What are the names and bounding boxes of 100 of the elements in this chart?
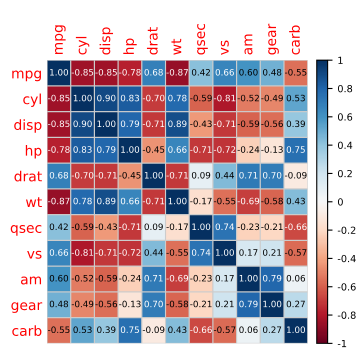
- data-label: 0.83: [73, 146, 92, 153]
- data-label: -0.71: [119, 223, 141, 230]
- data-label: 1.00: [50, 68, 68, 76]
- data-label: -0.55: [48, 326, 70, 334]
- data-label: 1.00: [240, 274, 258, 282]
- data-label: 1.00: [121, 146, 140, 153]
- data-label: -0.17: [166, 223, 188, 230]
- data-label: -0.45: [142, 146, 164, 153]
- data-label: 0.09: [192, 172, 210, 179]
- x-tick-label: hp: [123, 38, 137, 54]
- y-tick-label: gear: [11, 302, 42, 313]
- data-label: 1.00: [287, 326, 306, 334]
- data-label: 1.00: [216, 249, 234, 256]
- data-label: -0.43: [95, 223, 117, 230]
- data-label: -0.72: [119, 249, 140, 256]
- y-tick-label: cyl: [23, 94, 41, 107]
- y-tick-label: disp: [14, 119, 42, 133]
- data-label: -0.85: [72, 68, 94, 76]
- data-label: 0.66: [50, 249, 68, 256]
- data-label: -0.69: [166, 274, 188, 282]
- data-label: 0.74: [216, 223, 234, 230]
- data-label: -0.49: [72, 300, 94, 308]
- data-label: -0.85: [48, 94, 70, 102]
- data-label: 0.44: [144, 249, 163, 256]
- data-label: -0.21: [190, 300, 212, 308]
- data-label: 0.66: [120, 198, 140, 204]
- data-label: 1.00: [98, 120, 116, 128]
- data-label: -0.71: [142, 198, 164, 204]
- data-label: -0.78: [48, 146, 70, 153]
- data-label: -0.85: [48, 120, 70, 128]
- x-tick-label: wt: [171, 38, 182, 55]
- data-label: 0.71: [144, 274, 163, 282]
- data-label: 1.00: [144, 172, 163, 179]
- data-label: 0.68: [50, 172, 68, 179]
- data-label: -0.66: [190, 326, 212, 334]
- x-tick-label: carb: [289, 25, 300, 55]
- data-label: 0.42: [50, 223, 68, 230]
- data-label: -0.69: [238, 198, 260, 204]
- data-label: 0.90: [97, 94, 116, 102]
- x-tick-label: drat: [146, 27, 158, 55]
- data-label: 0.60: [50, 274, 68, 282]
- data-label: 1.00: [74, 94, 92, 102]
- data-label: 0.42: [192, 68, 210, 76]
- data-label: -0.71: [214, 120, 236, 128]
- data-label: 0.66: [168, 146, 187, 153]
- x-tick-label: disp: [100, 27, 114, 55]
- data-label: 0.78: [168, 94, 187, 102]
- data-label: 0.17: [216, 274, 234, 282]
- data-label: 0.74: [192, 249, 210, 256]
- data-label: 0.79: [239, 300, 258, 308]
- data-label: 0.48: [262, 68, 282, 76]
- y-tick-label: drat: [14, 170, 42, 182]
- y-tick-label: qsec: [10, 225, 42, 236]
- data-label: -0.55: [284, 68, 306, 76]
- data-label: -0.85: [95, 68, 117, 76]
- x-tick-label: am: [244, 34, 252, 54]
- data-label: -0.45: [119, 172, 141, 179]
- data-label: 0.90: [73, 120, 92, 128]
- data-label: -0.24: [119, 274, 141, 282]
- data-label: -0.09: [284, 172, 307, 179]
- data-label: -0.59: [72, 223, 94, 230]
- data-label: 0.89: [168, 120, 187, 128]
- data-label: -0.59: [190, 94, 212, 102]
- data-label: -0.59: [238, 120, 260, 128]
- data-label: 0.27: [286, 300, 305, 308]
- x-tick-label: qsec: [197, 24, 208, 55]
- data-label: 0.79: [120, 120, 140, 128]
- data-label: -0.52: [238, 94, 259, 102]
- data-label: -0.23: [238, 223, 260, 230]
- data-label: -0.43: [190, 120, 212, 128]
- data-label: -0.78: [119, 68, 141, 76]
- data-label: -0.71: [142, 120, 164, 128]
- data-label: 0.53: [286, 94, 305, 102]
- data-label: 0.43: [286, 198, 305, 204]
- data-label: 0.44: [216, 172, 234, 179]
- data-label: 0.75: [120, 326, 139, 334]
- data-label: 0.27: [262, 326, 282, 334]
- data-label: 0.39: [286, 120, 305, 128]
- data-label: -0.13: [261, 146, 283, 153]
- color-bar-label: -1: [338, 340, 346, 348]
- color-bar-label: 0: [338, 198, 343, 206]
- y-tick-label: mpg: [12, 70, 41, 82]
- data-label: 1.00: [192, 223, 210, 230]
- x-tick-label: gear: [268, 24, 279, 55]
- data-label: 0.39: [97, 326, 116, 334]
- data-label: -0.52: [72, 274, 94, 282]
- data-label: -0.87: [48, 198, 70, 204]
- color-bar-label: 0.4: [338, 142, 352, 149]
- data-label: -0.57: [214, 326, 236, 334]
- data-label: 0.17: [239, 249, 258, 256]
- data-label: -0.56: [95, 300, 118, 308]
- data-label: 0.06: [286, 274, 306, 282]
- data-label: -0.55: [166, 249, 188, 256]
- data-label: 0.70: [262, 172, 282, 179]
- data-label: -0.72: [214, 146, 236, 153]
- data-label: 0.21: [216, 300, 234, 308]
- data-label: -0.71: [166, 172, 188, 179]
- data-label: -0.13: [119, 300, 141, 308]
- data-label: 0.89: [97, 198, 116, 204]
- y-tick-label: carb: [12, 325, 42, 336]
